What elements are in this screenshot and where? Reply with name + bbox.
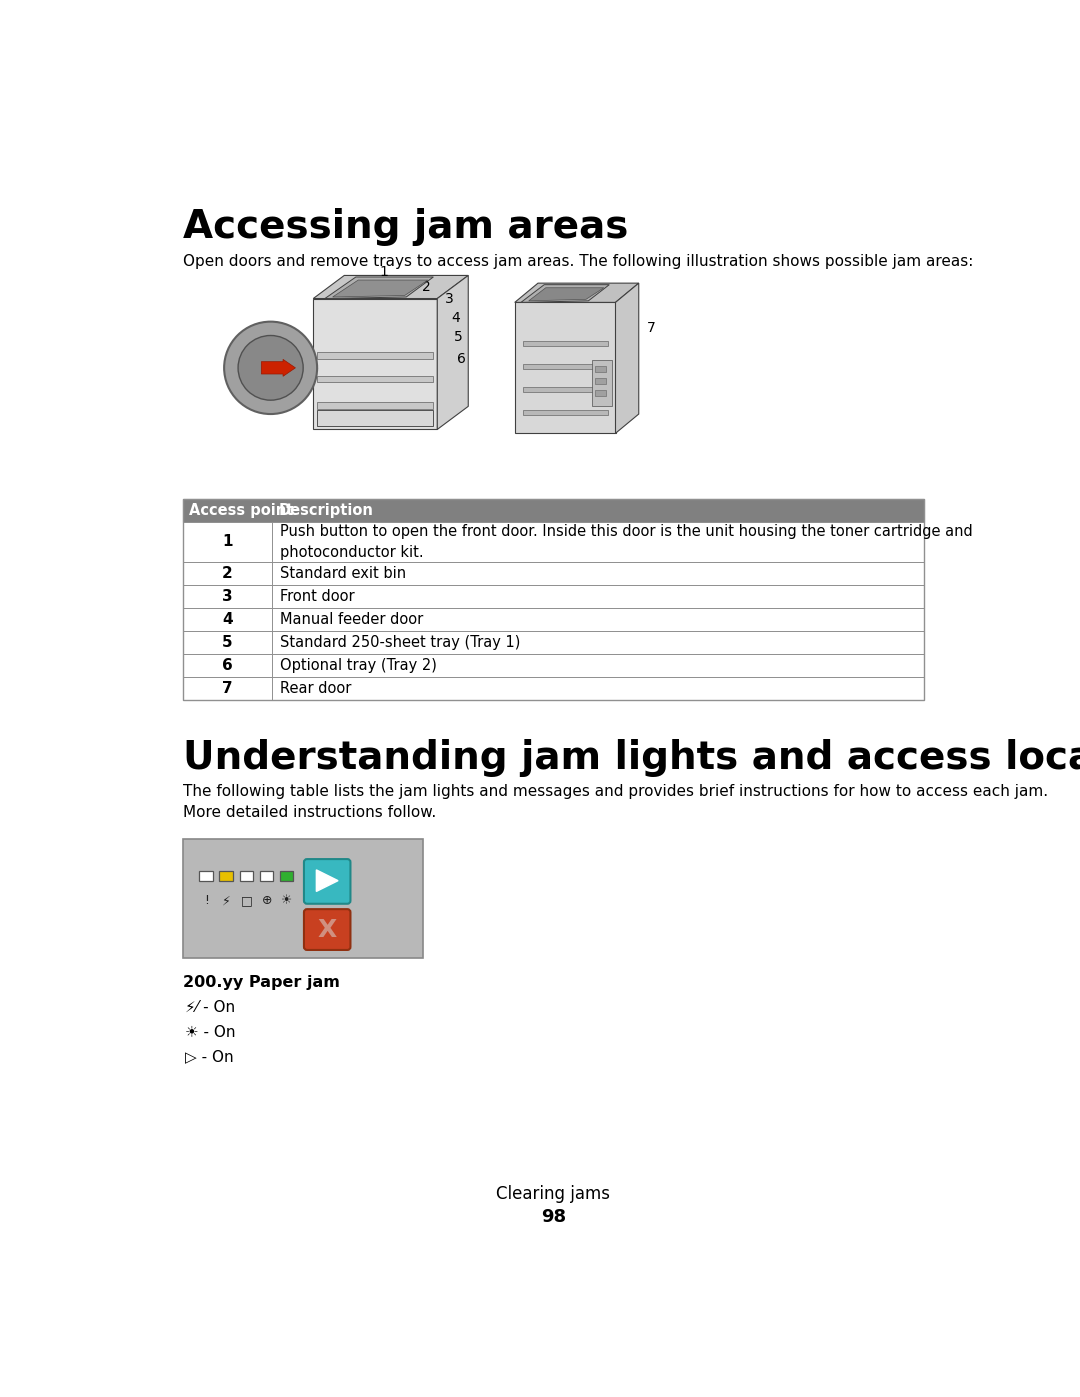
Text: Standard exit bin: Standard exit bin bbox=[280, 566, 406, 581]
Text: Manual feeder door: Manual feeder door bbox=[280, 612, 423, 627]
Text: 4: 4 bbox=[222, 612, 233, 627]
Bar bbox=[595, 390, 606, 397]
Bar bbox=[183, 562, 924, 585]
Bar bbox=[183, 522, 924, 562]
Bar bbox=[219, 870, 232, 880]
Polygon shape bbox=[515, 284, 638, 302]
Text: 6: 6 bbox=[222, 658, 233, 673]
Bar bbox=[183, 585, 924, 608]
FancyBboxPatch shape bbox=[303, 909, 350, 950]
Polygon shape bbox=[521, 285, 609, 302]
Bar bbox=[318, 376, 433, 381]
Bar bbox=[183, 654, 924, 678]
Bar bbox=[318, 411, 433, 426]
Bar bbox=[523, 387, 608, 391]
Polygon shape bbox=[616, 284, 638, 433]
Bar bbox=[183, 631, 924, 654]
Text: □: □ bbox=[241, 894, 253, 907]
Text: Access point: Access point bbox=[189, 503, 294, 518]
Bar bbox=[183, 499, 924, 700]
Text: 3: 3 bbox=[445, 292, 454, 306]
Bar bbox=[183, 678, 924, 700]
Circle shape bbox=[238, 335, 303, 400]
Bar bbox=[183, 608, 924, 631]
Text: 6: 6 bbox=[457, 352, 465, 366]
Text: X: X bbox=[318, 918, 337, 942]
Polygon shape bbox=[313, 275, 469, 299]
Text: 4: 4 bbox=[451, 310, 460, 324]
Bar bbox=[318, 402, 433, 409]
Text: Accessing jam areas: Accessing jam areas bbox=[183, 208, 629, 246]
Polygon shape bbox=[325, 277, 433, 299]
Text: 5: 5 bbox=[222, 636, 233, 650]
Text: Open doors and remove trays to access jam areas. The following illustration show: Open doors and remove trays to access ja… bbox=[183, 254, 973, 268]
Text: Optional tray (Tray 2): Optional tray (Tray 2) bbox=[280, 658, 436, 673]
Bar bbox=[183, 499, 924, 522]
Bar bbox=[592, 360, 611, 407]
Bar bbox=[200, 870, 213, 880]
Text: !: ! bbox=[204, 894, 208, 907]
Polygon shape bbox=[313, 299, 437, 429]
Text: 5: 5 bbox=[455, 330, 463, 344]
Text: Description: Description bbox=[279, 503, 374, 518]
Text: 2: 2 bbox=[222, 566, 233, 581]
Polygon shape bbox=[529, 288, 604, 300]
Text: 1: 1 bbox=[222, 535, 233, 549]
Text: ⊕: ⊕ bbox=[261, 894, 272, 907]
Text: Rear door: Rear door bbox=[280, 682, 351, 697]
Polygon shape bbox=[515, 302, 616, 433]
FancyBboxPatch shape bbox=[303, 859, 350, 904]
Bar bbox=[595, 366, 606, 372]
Text: ▷ - On: ▷ - On bbox=[186, 1049, 234, 1065]
Bar bbox=[523, 341, 608, 345]
Bar bbox=[260, 870, 273, 880]
Polygon shape bbox=[333, 279, 428, 298]
Polygon shape bbox=[316, 870, 338, 891]
Bar bbox=[183, 840, 423, 958]
Bar bbox=[280, 870, 293, 880]
Text: 98: 98 bbox=[541, 1208, 566, 1227]
Polygon shape bbox=[437, 275, 469, 429]
Text: ☀: ☀ bbox=[281, 894, 293, 907]
FancyArrow shape bbox=[261, 359, 296, 376]
Text: Understanding jam lights and access locations: Understanding jam lights and access loca… bbox=[183, 739, 1080, 777]
Text: Clearing jams: Clearing jams bbox=[497, 1185, 610, 1203]
Bar bbox=[523, 365, 608, 369]
Bar bbox=[240, 870, 253, 880]
Bar bbox=[318, 352, 433, 359]
Text: ⚡: ⚡ bbox=[222, 894, 231, 907]
Text: The following table lists the jam lights and messages and provides brief instruc: The following table lists the jam lights… bbox=[183, 784, 1049, 820]
Text: ⚡⁄ - On: ⚡⁄ - On bbox=[186, 1000, 235, 1016]
Text: 7: 7 bbox=[647, 321, 656, 335]
Text: 200.yy Paper jam: 200.yy Paper jam bbox=[183, 975, 340, 990]
Text: 3: 3 bbox=[222, 590, 233, 604]
Bar bbox=[523, 411, 608, 415]
Bar bbox=[595, 377, 606, 384]
Text: 1: 1 bbox=[379, 264, 388, 278]
Text: 2: 2 bbox=[422, 279, 431, 293]
Text: Push button to open the front door. Inside this door is the unit housing the ton: Push button to open the front door. Insi… bbox=[280, 524, 973, 560]
Circle shape bbox=[225, 321, 318, 414]
Text: ☀ - On: ☀ - On bbox=[186, 1024, 235, 1039]
Text: Front door: Front door bbox=[280, 590, 354, 604]
Text: Standard 250-sheet tray (Tray 1): Standard 250-sheet tray (Tray 1) bbox=[280, 636, 521, 650]
Text: 7: 7 bbox=[222, 682, 233, 697]
